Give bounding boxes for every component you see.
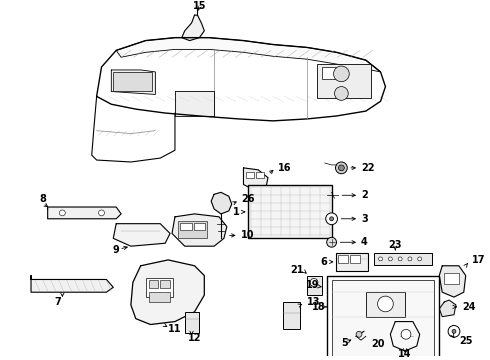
Circle shape [401, 329, 411, 339]
Text: 26: 26 [242, 194, 255, 204]
Text: 11: 11 [168, 324, 182, 334]
Bar [160, 280, 170, 288]
Circle shape [59, 210, 65, 216]
Circle shape [330, 217, 334, 221]
Text: 22: 22 [361, 163, 374, 173]
Circle shape [418, 257, 422, 261]
Circle shape [326, 213, 338, 225]
Bar [256, 172, 264, 177]
Polygon shape [48, 207, 121, 219]
Bar [307, 275, 322, 295]
Bar [246, 172, 254, 177]
Polygon shape [113, 224, 170, 246]
Polygon shape [31, 275, 113, 292]
Polygon shape [116, 38, 381, 72]
Bar [148, 280, 158, 288]
Text: 18: 18 [312, 302, 326, 312]
Text: 8: 8 [39, 194, 46, 204]
Text: 7: 7 [54, 297, 61, 307]
Bar [317, 64, 371, 98]
Circle shape [448, 325, 460, 337]
Bar [113, 72, 152, 91]
Circle shape [389, 257, 392, 261]
Text: 9: 9 [113, 245, 120, 255]
Bar [283, 302, 300, 329]
Text: 17: 17 [471, 255, 485, 265]
Bar [374, 253, 433, 265]
Text: 3: 3 [361, 214, 368, 224]
Circle shape [356, 331, 362, 337]
Text: 20: 20 [371, 339, 384, 349]
Circle shape [310, 279, 318, 286]
Bar [178, 221, 207, 238]
Text: 19: 19 [306, 280, 320, 291]
Circle shape [335, 87, 348, 100]
Bar [350, 255, 360, 263]
Text: 21: 21 [291, 265, 304, 275]
Text: 10: 10 [241, 230, 254, 240]
Circle shape [452, 329, 456, 333]
Bar [332, 280, 435, 360]
Polygon shape [172, 214, 227, 246]
Polygon shape [391, 321, 420, 351]
Circle shape [339, 165, 344, 171]
Circle shape [98, 210, 104, 216]
Circle shape [327, 237, 337, 247]
Bar [146, 278, 173, 297]
Circle shape [379, 257, 383, 261]
Circle shape [398, 257, 402, 261]
Circle shape [378, 296, 393, 312]
Text: 23: 23 [389, 240, 402, 250]
Polygon shape [440, 266, 466, 297]
Text: 4: 4 [361, 237, 368, 247]
Bar [366, 292, 405, 317]
Text: 24: 24 [462, 302, 475, 312]
Polygon shape [131, 260, 204, 324]
Text: 16: 16 [278, 163, 291, 173]
Bar [248, 185, 332, 238]
Polygon shape [211, 192, 232, 214]
Text: 6: 6 [320, 257, 327, 267]
Polygon shape [244, 168, 268, 189]
Bar [194, 223, 205, 230]
Bar [327, 275, 440, 360]
Bar [180, 223, 192, 230]
Bar [185, 312, 199, 333]
Text: 5: 5 [341, 338, 348, 348]
Text: 1: 1 [233, 207, 240, 217]
Text: 25: 25 [459, 336, 472, 346]
Bar [339, 255, 348, 263]
Polygon shape [175, 91, 214, 116]
Polygon shape [440, 300, 456, 317]
Text: 14: 14 [398, 349, 412, 359]
Bar [148, 292, 170, 302]
Text: 2: 2 [361, 190, 368, 200]
Text: 13: 13 [307, 297, 320, 307]
Bar [337, 253, 368, 271]
Circle shape [334, 66, 349, 82]
Bar [322, 67, 337, 79]
Circle shape [408, 257, 412, 261]
Text: 12: 12 [188, 333, 201, 343]
Circle shape [336, 162, 347, 174]
Polygon shape [182, 15, 204, 41]
Bar [444, 273, 459, 284]
Polygon shape [111, 70, 155, 94]
Text: 15: 15 [193, 1, 206, 11]
